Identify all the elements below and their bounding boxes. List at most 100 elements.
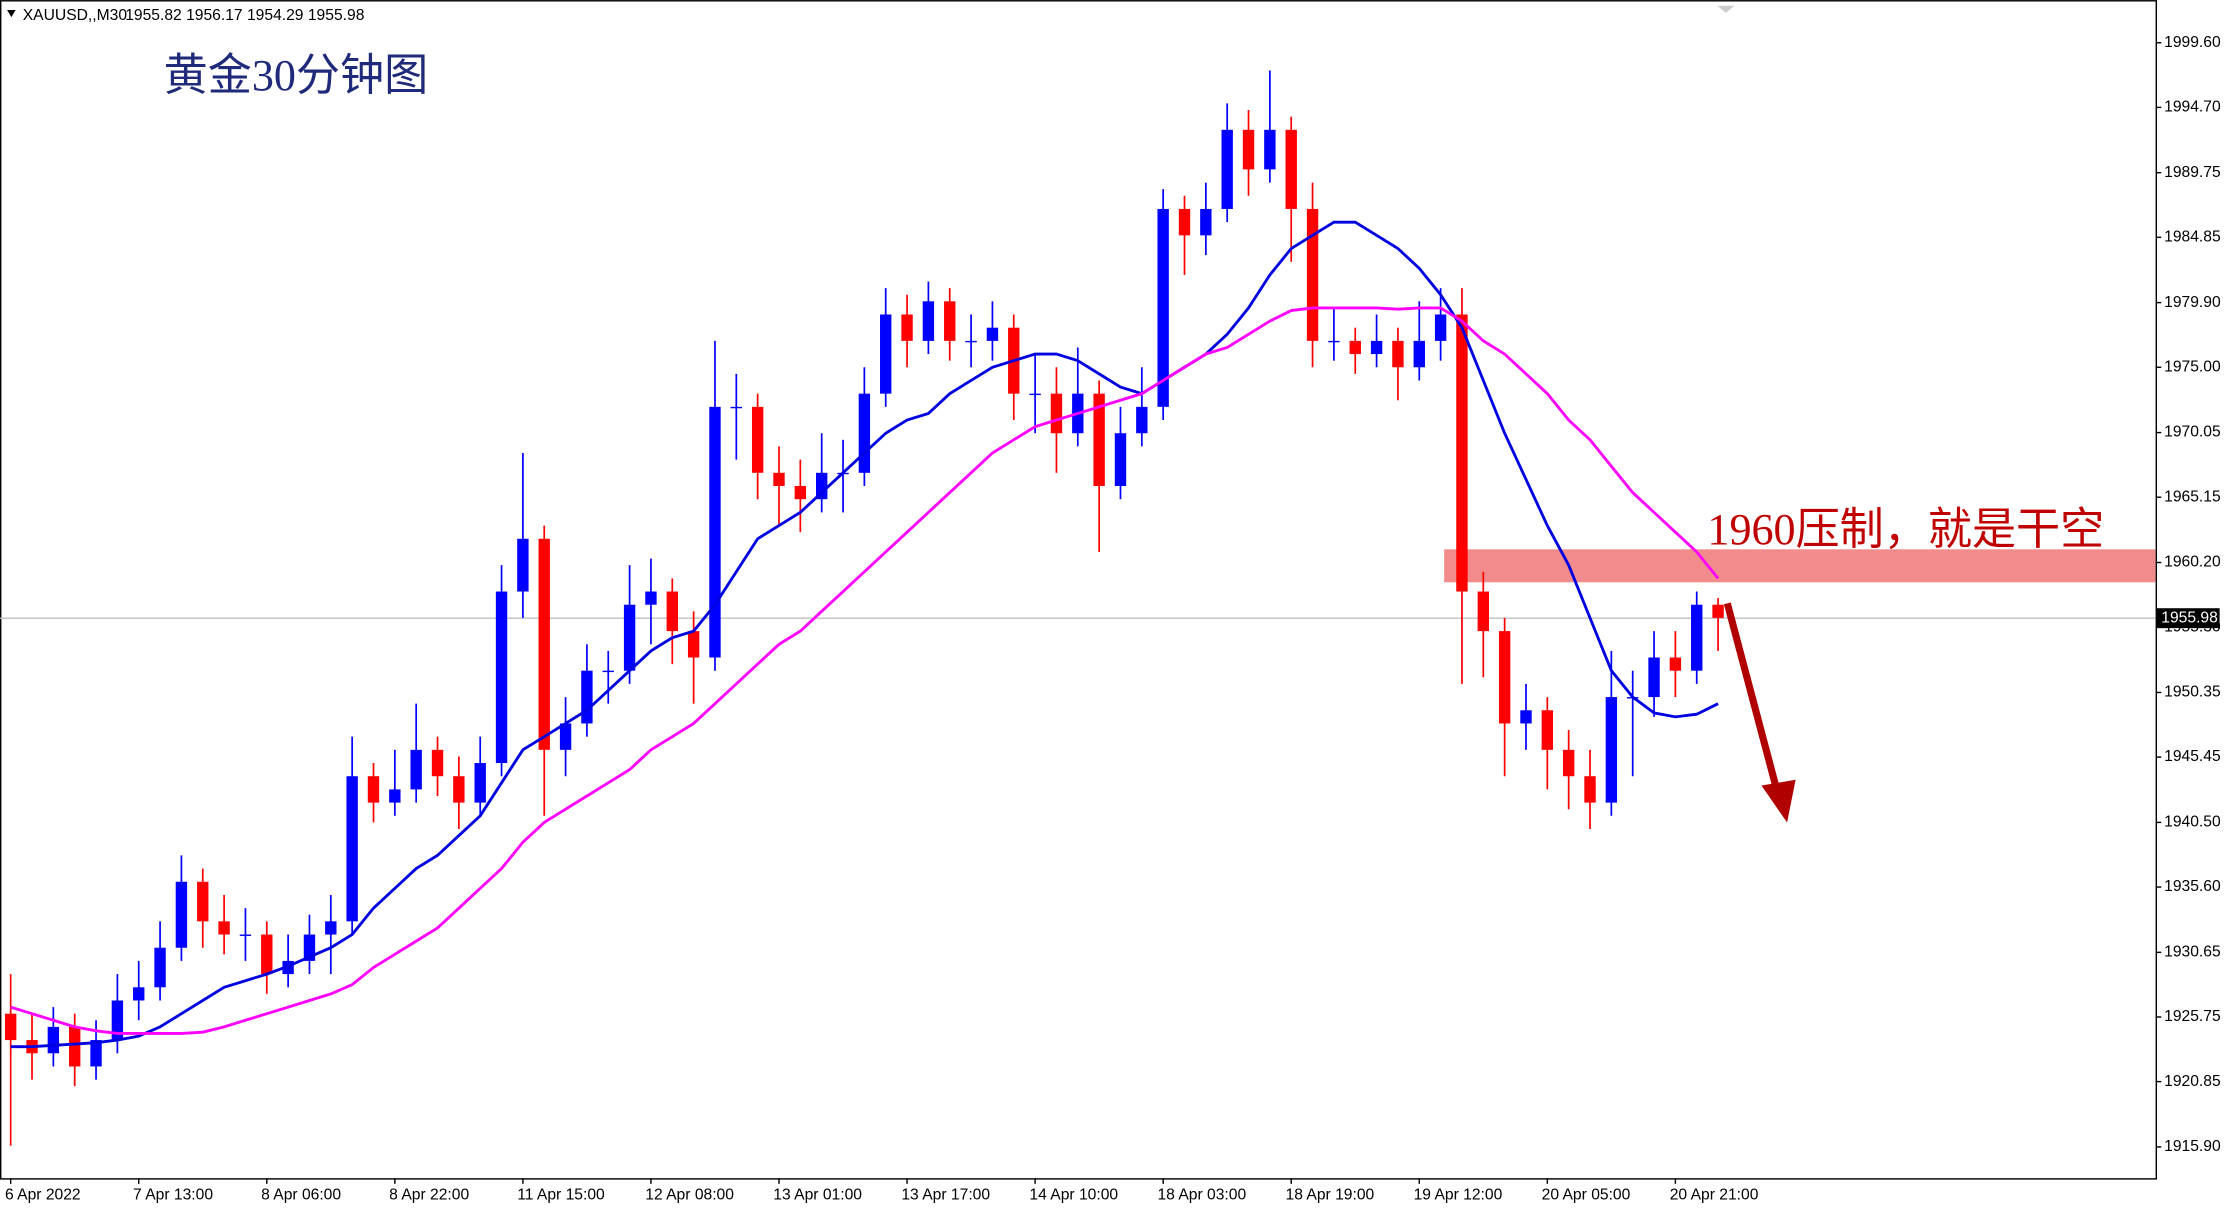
- candle-body: [69, 1026, 81, 1067]
- candle-body: [1669, 657, 1682, 671]
- resistance-zone: [1444, 549, 2156, 583]
- candle-body: [90, 1040, 102, 1067]
- candle-body: [47, 1026, 60, 1054]
- candle-body: [922, 301, 935, 341]
- x-tick-label: 8 Apr 22:00: [389, 1186, 469, 1203]
- candle-body: [453, 776, 465, 803]
- candle-body: [751, 406, 764, 473]
- candle-body: [1349, 340, 1361, 355]
- candle-body: [1648, 657, 1660, 698]
- symbol: XAUUSD,,M30: [23, 7, 128, 24]
- candle-body: [1605, 697, 1618, 803]
- candle-body: [111, 1000, 124, 1041]
- candle-body: [1434, 314, 1447, 341]
- y-tick-label: 1989.75: [2164, 164, 2221, 181]
- candle-body: [261, 934, 273, 975]
- x-tick-label: 7 Apr 13:00: [133, 1186, 213, 1203]
- candle-body: [709, 406, 721, 658]
- plot-frame: [0, 0, 2158, 1180]
- candle-body: [4, 1013, 17, 1041]
- x-tick-label: 13 Apr 17:00: [901, 1186, 990, 1203]
- candle-body: [1157, 208, 1169, 407]
- candle-body: [559, 723, 572, 750]
- candle-body: [1541, 710, 1554, 750]
- candle-body: [1413, 340, 1425, 368]
- plot: [0, 70, 2156, 1146]
- candle-body: [730, 406, 743, 409]
- arrow-head: [1761, 779, 1796, 823]
- candle-body: [1114, 433, 1127, 486]
- candle-body: [346, 776, 358, 922]
- candle-body: [1093, 393, 1105, 486]
- y-tick-label: 1965.15: [2164, 488, 2221, 505]
- candle-body: [1456, 314, 1468, 592]
- candle-body: [495, 591, 508, 764]
- candle-body: [1285, 129, 1297, 209]
- candle-body: [517, 538, 529, 592]
- candle-body: [1242, 129, 1255, 170]
- y-tick-label: 1979.90: [2164, 294, 2221, 311]
- candle-body: [1136, 406, 1148, 434]
- moving-average: [10, 306, 1720, 1035]
- candle-body: [1328, 340, 1340, 343]
- candle-body: [154, 947, 166, 988]
- x-tick-label: 12 Apr 08:00: [645, 1186, 734, 1203]
- candle-body: [431, 749, 444, 777]
- candle-body: [410, 749, 422, 790]
- candle-body: [1562, 749, 1575, 777]
- candle-body: [1306, 208, 1319, 341]
- candle-body: [175, 881, 188, 948]
- y-tick-label: 1935.60: [2164, 878, 2221, 895]
- candle-body: [815, 472, 828, 500]
- candle-body: [858, 393, 871, 473]
- y-tick-label: 1930.65: [2164, 943, 2221, 960]
- chart-title: 黄金30分钟图: [164, 51, 429, 100]
- y-tick-label: 1915.90: [2164, 1138, 2221, 1155]
- candle-body: [1370, 340, 1383, 355]
- y-tick-label: 1920.85: [2164, 1073, 2221, 1090]
- header-triangle: [7, 10, 16, 18]
- candle-body: [197, 881, 209, 922]
- candle-body: [901, 314, 913, 341]
- x-tick-label: 20 Apr 05:00: [1542, 1186, 1631, 1203]
- y-tick-label: 1945.45: [2164, 748, 2221, 765]
- candle-body: [367, 776, 380, 803]
- candle-body: [687, 631, 700, 658]
- candle-body: [1050, 393, 1063, 434]
- x-tick-label: 18 Apr 03:00: [1157, 1186, 1246, 1203]
- candle-body: [623, 604, 636, 671]
- candle-body: [1712, 604, 1724, 618]
- candle-body: [773, 472, 785, 486]
- candle-body: [944, 301, 956, 341]
- y-tick-label: 1940.50: [2164, 814, 2221, 831]
- candle-body: [389, 789, 401, 803]
- candle-body: [1691, 604, 1703, 671]
- y-tick-label: 1975.00: [2164, 358, 2221, 375]
- candle-body: [1520, 710, 1532, 724]
- y-tick-label: 1999.60: [2164, 34, 2221, 51]
- y-tick-label: 1984.85: [2164, 228, 2221, 245]
- candle-body: [1392, 340, 1404, 368]
- candle-body: [239, 934, 252, 936]
- arrow-shaft: [1723, 602, 1781, 793]
- x-tick-label: 13 Apr 01:00: [773, 1186, 862, 1203]
- x-tick-label: 19 Apr 12:00: [1414, 1186, 1503, 1203]
- moving-average: [10, 220, 1719, 1049]
- x-tick-label: 14 Apr 10:00: [1029, 1186, 1118, 1203]
- candle-body: [1477, 591, 1489, 632]
- x-tick-label: 11 Apr 15:00: [517, 1186, 605, 1203]
- y-tick-label: 1994.70: [2164, 99, 2221, 116]
- annotation: 1960压制，就是干空: [1707, 505, 2104, 554]
- y-tick-label: 1925.75: [2164, 1008, 2221, 1025]
- candle-body: [645, 591, 657, 605]
- candle-body: [133, 987, 145, 1001]
- quote: 1955.82 1956.17 1954.29 1955.98: [125, 7, 364, 24]
- y-tick-label: 1950.35: [2164, 684, 2221, 701]
- candle-body: [325, 921, 337, 935]
- candle-body: [1221, 129, 1233, 209]
- price-label: 1955.98: [2161, 609, 2218, 626]
- candle-body: [1264, 129, 1276, 170]
- candle-body: [303, 934, 316, 961]
